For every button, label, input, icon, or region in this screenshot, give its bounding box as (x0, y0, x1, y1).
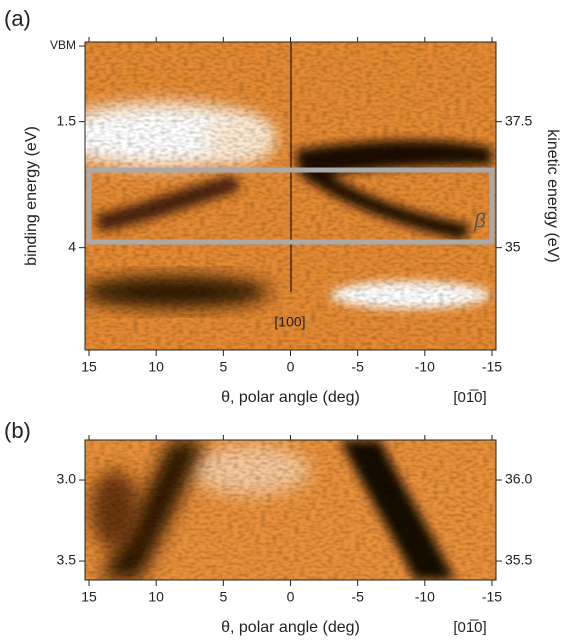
x-tick-label: 15 (81, 589, 97, 605)
x-tick-label: 10 (148, 359, 164, 375)
x-tick-label: 15 (81, 359, 97, 375)
x-tick-label: -15 (482, 589, 502, 605)
y2-tick-label: 35.5 (505, 552, 532, 568)
x-tick-label: 10 (148, 589, 164, 605)
x-tick-label: 0 (287, 589, 295, 605)
annotation: [01̅0] (453, 389, 486, 406)
y-tick-label: VBM (50, 38, 76, 52)
x-tick-label: -5 (351, 359, 364, 375)
annotation: [100] (274, 314, 305, 330)
x-tick-label: -15 (482, 359, 502, 375)
x-axis-title: θ, polar angle (deg) (221, 619, 360, 636)
panel-label: (b) (4, 418, 31, 443)
x-tick-label: 0 (287, 359, 295, 375)
x-tick-label: 5 (219, 359, 227, 375)
y-tick-label: 1.5 (57, 112, 77, 128)
panel-label: (a) (4, 6, 31, 31)
annotation: [01̅0] (453, 619, 486, 636)
y2-tick-label: 35 (505, 238, 521, 254)
x-tick-label: 5 (219, 589, 227, 605)
y2-tick-label: 36.0 (505, 471, 532, 487)
intensity-map-a (85, 42, 496, 350)
y-tick-label: 4 (68, 238, 76, 254)
y-tick-label: 3.5 (57, 552, 77, 568)
x-tick-label: -10 (415, 359, 435, 375)
intensity-map-b (85, 440, 496, 580)
x-axis-title: θ, polar angle (deg) (221, 389, 360, 406)
y2-tick-label: 37.5 (505, 112, 532, 128)
x-tick-label: -5 (351, 589, 364, 605)
y-axis-title: binding energy (eV) (23, 126, 40, 266)
annotation: β (473, 210, 485, 232)
x-tick-label: -10 (415, 589, 435, 605)
y2-axis-title: kinetic energy (eV) (544, 129, 561, 262)
y-tick-label: 3.0 (57, 471, 77, 487)
